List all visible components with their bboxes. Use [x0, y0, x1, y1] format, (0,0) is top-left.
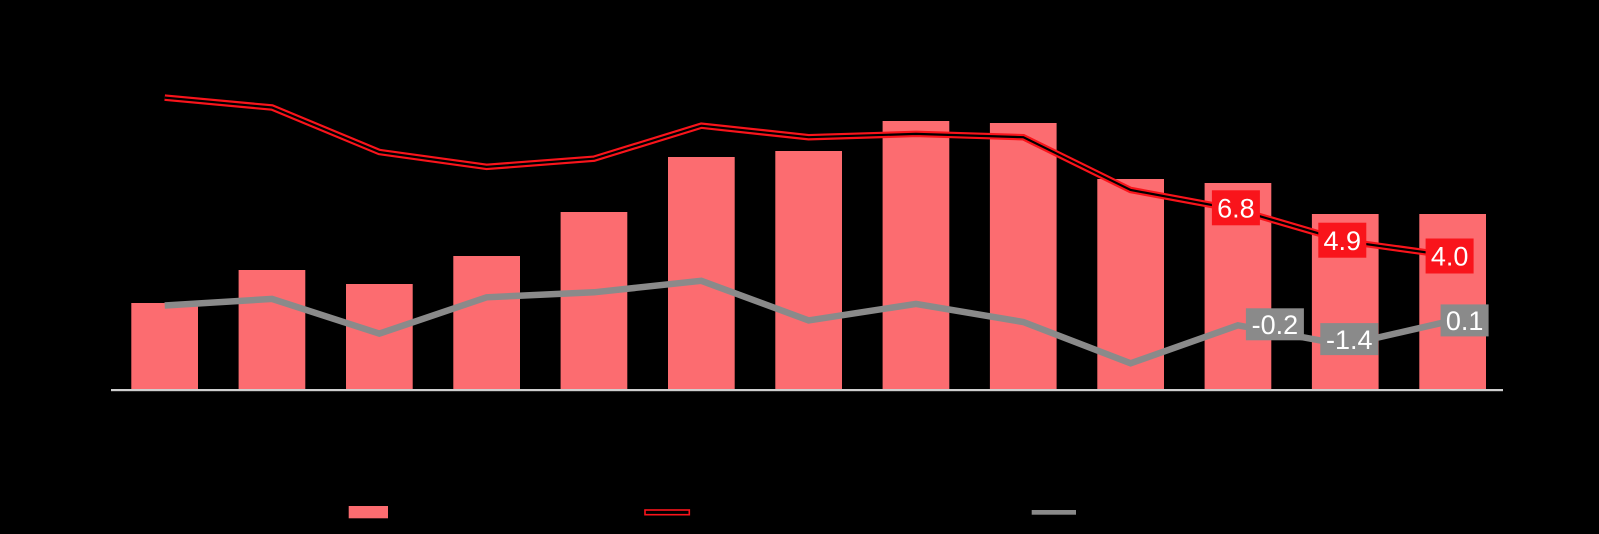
data-label-box	[1318, 222, 1367, 258]
bar	[668, 157, 735, 390]
data-label: -0.2	[1252, 310, 1299, 340]
gray-line	[164, 277, 1454, 367]
data-label-box	[1440, 304, 1489, 337]
x-axis-line	[111, 389, 1503, 392]
data-label-box	[1320, 323, 1379, 356]
bar	[882, 121, 950, 390]
data-label: 4.9	[1324, 226, 1362, 256]
bar	[775, 151, 842, 390]
bar	[453, 256, 520, 390]
data-label: 0.1	[1446, 306, 1484, 336]
bar	[238, 270, 306, 390]
bar	[131, 303, 198, 390]
data-label: -1.4	[1326, 325, 1373, 355]
bar	[989, 123, 1057, 390]
legend-red-line-swatch	[644, 509, 691, 516]
legend-bar-swatch	[348, 506, 388, 519]
legend-gray-line-swatch	[1031, 510, 1076, 515]
data-label: 4.0	[1431, 242, 1469, 272]
data-label: 6.8	[1217, 194, 1255, 224]
data-label-box	[1211, 190, 1260, 226]
data-label-box	[1245, 308, 1304, 341]
bar	[560, 212, 628, 390]
data-label-box	[1425, 238, 1474, 274]
